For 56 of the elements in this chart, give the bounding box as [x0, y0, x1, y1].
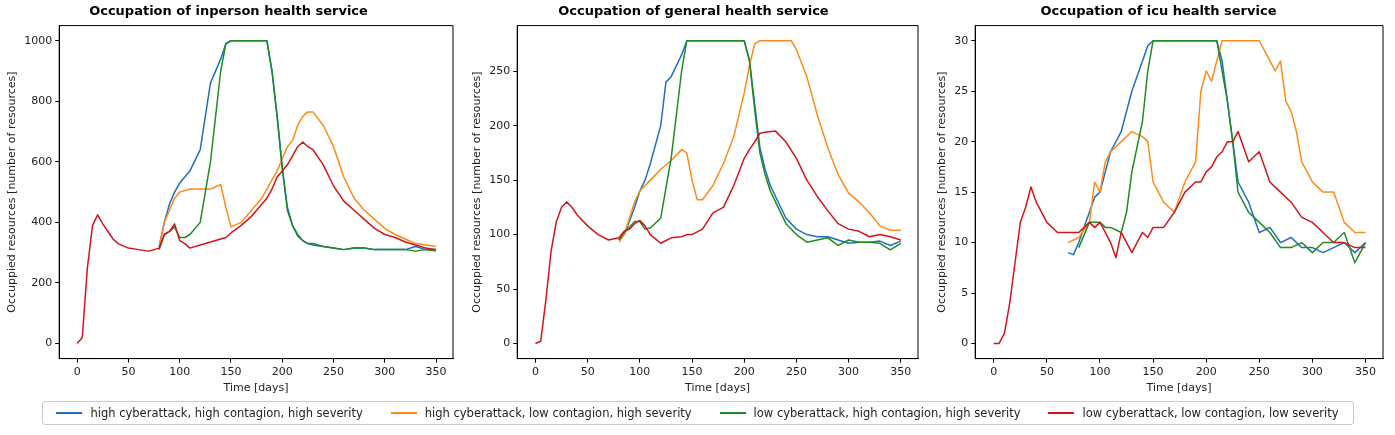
x-tick-label: 50	[1039, 365, 1054, 379]
x-axis-title: Time [days]	[222, 381, 289, 395]
y-tick-label: 200	[31, 275, 53, 289]
y-tick-label: 400	[31, 215, 53, 229]
y-tick-label: 250	[489, 64, 511, 78]
legend-label: low cyberattack, low contagion, low severity	[1082, 406, 1339, 420]
y-tick-label: 25	[954, 84, 969, 98]
x-tick-label: 50	[580, 365, 595, 379]
chart-title: Occupation of general health service	[558, 3, 829, 19]
x-tick-label: 50	[121, 365, 136, 379]
x-tick-label: 250	[1248, 365, 1270, 379]
y-tick-label: 0	[961, 336, 969, 350]
x-tick-label: 350	[1354, 365, 1376, 379]
x-tick-label: 0	[990, 365, 998, 379]
y-tick-label: 0	[503, 336, 511, 350]
x-tick-label: 0	[531, 365, 539, 379]
x-tick-label: 250	[785, 365, 807, 379]
legend-label: high cyberattack, high contagion, high severity	[90, 406, 363, 420]
x-tick-label: 150	[220, 365, 242, 379]
y-tick-label: 150	[489, 172, 511, 186]
y-axis-title: Occuppied resources [number of resources]	[935, 71, 949, 313]
chart-title: Occupation of icu health service	[1040, 3, 1277, 19]
x-tick-label: 200	[271, 365, 293, 379]
x-tick-label: 350	[425, 365, 447, 379]
x-axis-title: Time [days]	[684, 381, 751, 395]
y-axis-title: Occuppied resources [number of resources]	[470, 71, 484, 313]
y-tick-label: 0	[45, 336, 53, 350]
x-tick-label: 200	[1195, 365, 1217, 379]
y-tick-label: 800	[31, 94, 53, 108]
x-tick-label: 350	[890, 365, 912, 379]
x-tick-label: 100	[629, 365, 651, 379]
x-tick-label: 150	[681, 365, 703, 379]
x-tick-label: 150	[1142, 365, 1164, 379]
y-tick-label: 30	[954, 33, 969, 47]
x-tick-label: 300	[1301, 365, 1323, 379]
y-tick-label: 100	[489, 227, 511, 241]
y-tick-label: 200	[489, 118, 511, 132]
y-tick-label: 600	[31, 154, 53, 168]
y-tick-label: 20	[954, 134, 969, 148]
x-tick-label: 100	[169, 365, 191, 379]
y-tick-label: 50	[496, 281, 511, 295]
x-tick-label: 250	[323, 365, 345, 379]
y-tick-label: 15	[954, 184, 969, 198]
x-tick-label: 300	[838, 365, 860, 379]
legend-label: low cyberattack, high contagion, high severity	[753, 406, 1021, 420]
x-tick-label: 100	[1089, 365, 1111, 379]
x-tick-label: 0	[73, 365, 81, 379]
y-tick-label: 5	[961, 285, 969, 299]
x-axis-title: Time [days]	[1145, 381, 1212, 395]
x-tick-label: 200	[733, 365, 755, 379]
y-tick-label: 10	[954, 235, 969, 249]
y-tick-label: 1000	[24, 33, 53, 47]
x-tick-label: 300	[374, 365, 396, 379]
chart-title: Occupation of inperson health service	[89, 3, 369, 19]
legend-label: high cyberattack, low contagion, high severity	[424, 406, 692, 420]
y-axis-title: Occuppied resources [number of resources]	[5, 71, 19, 313]
